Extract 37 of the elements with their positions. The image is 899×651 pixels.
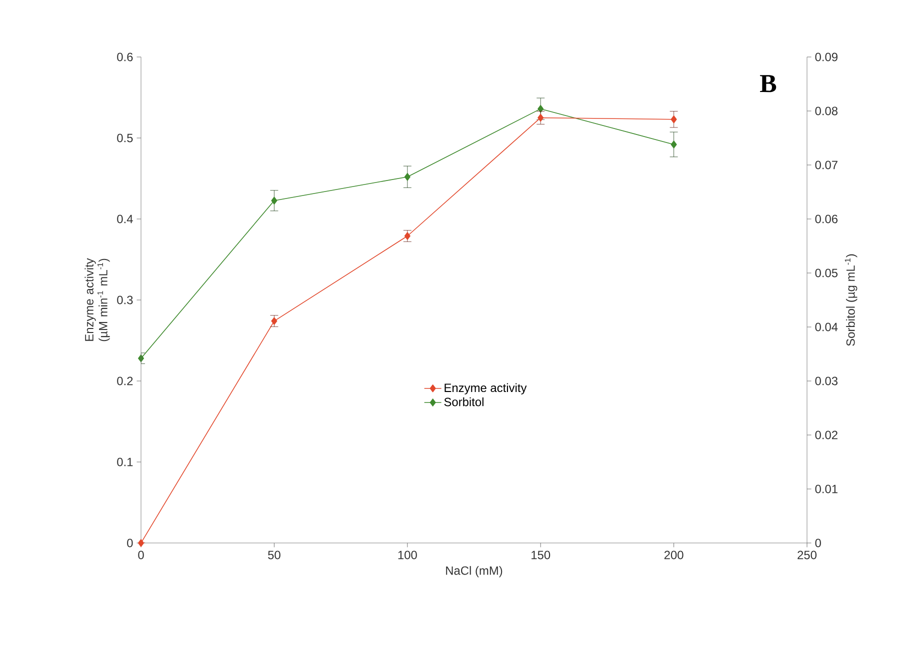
legend-label: Sorbitol bbox=[444, 397, 484, 406]
x-tick-label: 100 bbox=[398, 550, 417, 560]
y-tick-label: 0.5 bbox=[117, 134, 133, 142]
x-tick-label: 0 bbox=[138, 550, 144, 560]
y2-tick-label: 0 bbox=[815, 538, 821, 548]
annotation: B bbox=[760, 75, 776, 92]
point bbox=[538, 114, 544, 122]
point bbox=[670, 140, 677, 148]
y2-tick-label: 0.04 bbox=[815, 322, 838, 332]
y-tick-label: 0.4 bbox=[117, 214, 133, 224]
x-tick-label: 50 bbox=[268, 550, 280, 560]
y2-tick-label: 0.08 bbox=[815, 106, 838, 116]
y-tick-label: 0.2 bbox=[117, 376, 133, 386]
y2-axis-title: Sorbitol (µg mL$^{-1}$) bbox=[844, 254, 858, 346]
point bbox=[404, 232, 410, 240]
legend-label: Enzyme activity bbox=[444, 383, 527, 394]
point bbox=[670, 115, 677, 124]
x-tick-label: 200 bbox=[664, 550, 684, 560]
y2-tick-label: 0.07 bbox=[815, 160, 838, 170]
y-tick-label: 0.3 bbox=[117, 296, 133, 304]
x-axis-title: NaCl (mM) bbox=[446, 566, 502, 578]
y-tick-label: 0.1 bbox=[117, 458, 133, 466]
y2-tick-label: 0.06 bbox=[815, 214, 838, 224]
point bbox=[271, 317, 278, 325]
y2-tick-label: 0.03 bbox=[815, 376, 838, 386]
y2-tick-label: 0.09 bbox=[815, 52, 838, 62]
point bbox=[138, 539, 144, 547]
y-tick-label: 0.6 bbox=[117, 52, 133, 62]
y2-tick-label: 0.01 bbox=[815, 484, 838, 494]
x-tick-label: 150 bbox=[532, 550, 550, 560]
point bbox=[404, 172, 410, 181]
y2-tick-label: 0.02 bbox=[815, 430, 838, 440]
x-tick-label: 250 bbox=[798, 550, 817, 560]
y-tick-label: 0 bbox=[127, 538, 133, 548]
point bbox=[538, 104, 544, 113]
point bbox=[271, 196, 278, 205]
y2-tick-label: 0.05 bbox=[815, 268, 838, 278]
